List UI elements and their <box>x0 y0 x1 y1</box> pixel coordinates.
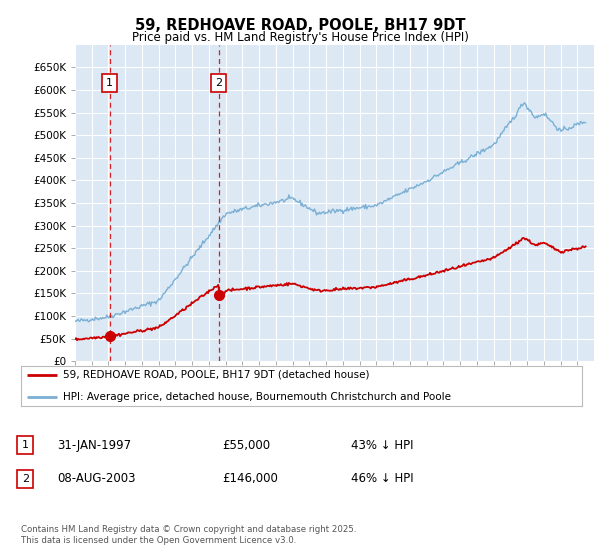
Text: 43% ↓ HPI: 43% ↓ HPI <box>351 438 413 452</box>
Text: 59, REDHOAVE ROAD, POOLE, BH17 9DT: 59, REDHOAVE ROAD, POOLE, BH17 9DT <box>135 18 465 33</box>
Text: Price paid vs. HM Land Registry's House Price Index (HPI): Price paid vs. HM Land Registry's House … <box>131 31 469 44</box>
Text: 59, REDHOAVE ROAD, POOLE, BH17 9DT (detached house): 59, REDHOAVE ROAD, POOLE, BH17 9DT (deta… <box>63 370 370 380</box>
Text: 08-AUG-2003: 08-AUG-2003 <box>57 472 136 486</box>
Text: 46% ↓ HPI: 46% ↓ HPI <box>351 472 413 486</box>
Text: 1: 1 <box>106 78 113 88</box>
Text: 2: 2 <box>22 474 29 484</box>
Text: 1: 1 <box>22 440 29 450</box>
Text: HPI: Average price, detached house, Bournemouth Christchurch and Poole: HPI: Average price, detached house, Bour… <box>63 392 451 402</box>
Text: 31-JAN-1997: 31-JAN-1997 <box>57 438 131 452</box>
Text: Contains HM Land Registry data © Crown copyright and database right 2025.
This d: Contains HM Land Registry data © Crown c… <box>21 525 356 545</box>
Text: £146,000: £146,000 <box>222 472 278 486</box>
Text: £55,000: £55,000 <box>222 438 270 452</box>
Text: 2: 2 <box>215 78 223 88</box>
